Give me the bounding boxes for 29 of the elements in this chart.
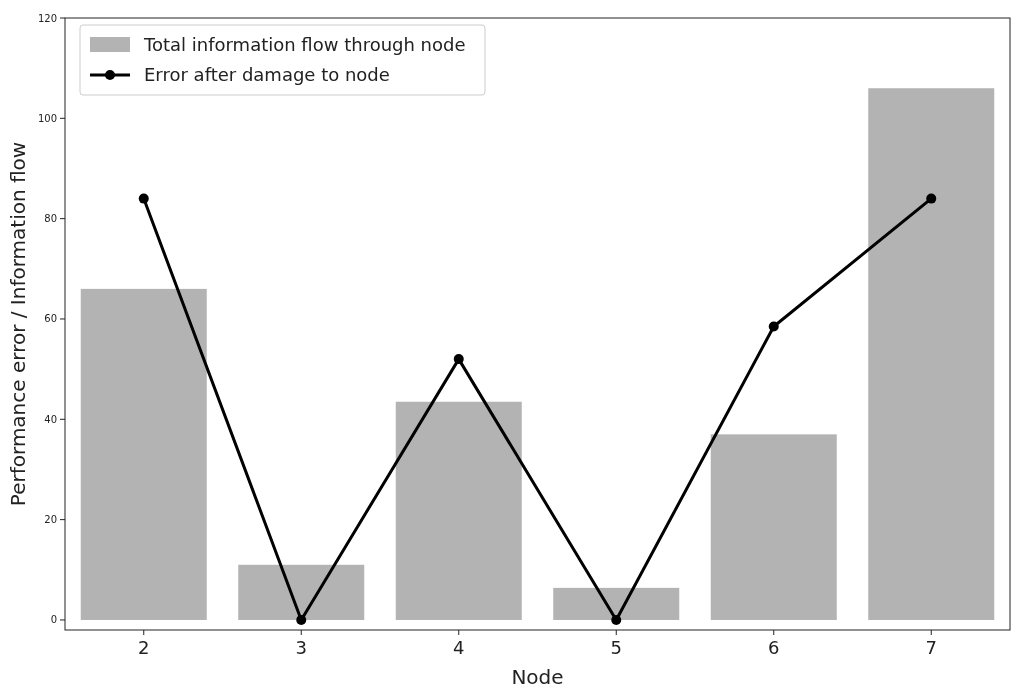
y-tick-label: 0 xyxy=(50,614,57,626)
x-tick-label: 2 xyxy=(138,637,150,658)
point xyxy=(138,193,149,204)
x-tick-label: 6 xyxy=(768,637,780,658)
point xyxy=(926,193,937,204)
bar xyxy=(395,401,522,620)
bar xyxy=(710,434,837,620)
bar xyxy=(553,587,680,620)
point xyxy=(768,321,779,332)
x-axis-title: Node xyxy=(511,665,564,689)
bar xyxy=(80,288,207,620)
y-tick-label: 20 xyxy=(44,514,57,526)
legend-label: Error after damage to node xyxy=(144,64,390,86)
x-tick-label: 5 xyxy=(610,637,622,658)
y-tick-label: 100 xyxy=(37,112,57,124)
x-tick-label: 4 xyxy=(453,637,465,658)
y-tick-label: 80 xyxy=(44,213,57,225)
point xyxy=(611,614,622,625)
y-axis-title: Performance error / Information flow xyxy=(6,141,30,507)
bar xyxy=(868,88,995,620)
x-tick-label: 7 xyxy=(925,637,937,658)
legend-label: Total information flow through node xyxy=(143,34,466,56)
y-tick-label: 120 xyxy=(37,12,57,24)
x-tick-label: 3 xyxy=(295,637,307,658)
y-tick-label: 60 xyxy=(44,313,57,325)
y-tick-label: 40 xyxy=(44,413,57,425)
bar xyxy=(238,564,365,620)
point xyxy=(453,354,464,365)
point xyxy=(296,614,307,625)
